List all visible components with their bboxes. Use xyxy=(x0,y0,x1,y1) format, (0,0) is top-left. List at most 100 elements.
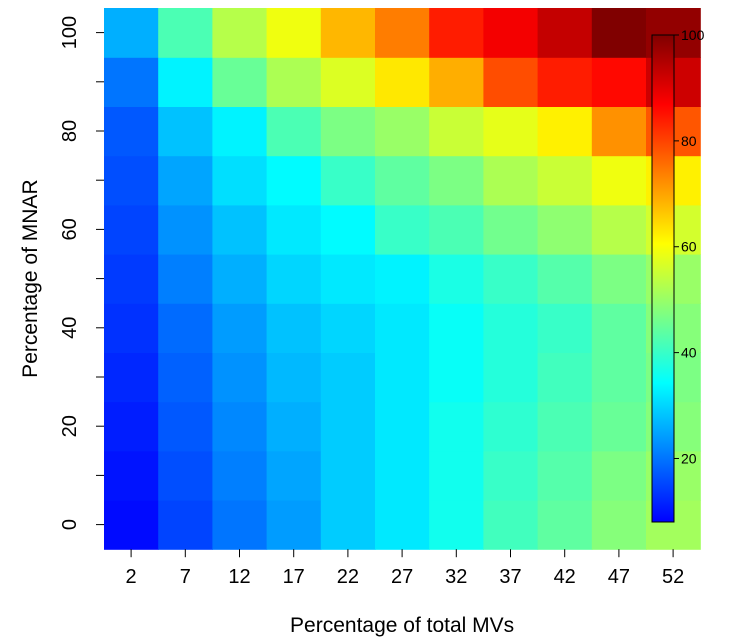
heatmap-cell xyxy=(483,106,539,157)
heatmap-cell xyxy=(104,500,159,550)
y-tick-label: 0 xyxy=(59,519,81,530)
heatmap-cell xyxy=(320,500,376,550)
heatmap-cell xyxy=(158,254,213,304)
heatmap-cell xyxy=(320,352,376,403)
heatmap-cell xyxy=(266,352,322,403)
y-axis-title: Percentage of MNAR xyxy=(19,179,42,377)
heatmap-cell xyxy=(320,254,376,304)
color-scale-tick-label: 60 xyxy=(681,239,697,255)
heatmap-cell xyxy=(320,8,376,58)
heatmap-cell xyxy=(429,204,484,255)
heatmap-cell xyxy=(591,500,647,550)
heatmap-cell xyxy=(537,401,593,452)
color-scale-tick-label: 100 xyxy=(681,27,705,43)
x-tick-label: 52 xyxy=(662,566,684,588)
heatmap-cell xyxy=(212,57,268,107)
heatmap-cell xyxy=(375,254,430,304)
x-tick-label: 32 xyxy=(445,566,467,588)
heatmap-cell xyxy=(591,303,647,353)
x-tick-label: 22 xyxy=(337,566,359,588)
heatmap-cell xyxy=(537,352,593,403)
heatmap-cell xyxy=(212,106,268,157)
heatmap-cell xyxy=(483,57,539,107)
x-tick-label: 12 xyxy=(228,566,250,588)
heatmap-cell xyxy=(537,155,593,206)
heatmap-cell xyxy=(104,401,159,452)
heatmap-cell xyxy=(483,450,539,501)
heatmap-cell xyxy=(320,57,376,107)
heatmap-cell xyxy=(158,303,213,353)
heatmap-cell xyxy=(104,450,159,501)
color-scale-tick-label: 20 xyxy=(681,450,697,466)
heatmap-cell xyxy=(537,204,593,255)
heatmap-cell xyxy=(104,254,159,304)
heatmap-cell xyxy=(375,303,430,353)
heatmap-cell xyxy=(212,352,268,403)
heatmap-cell xyxy=(320,303,376,353)
heatmap-cell xyxy=(266,401,322,452)
heatmap-cell xyxy=(158,352,213,403)
heatmap-cell xyxy=(266,155,322,206)
heatmap-cell xyxy=(212,204,268,255)
heatmap-cell xyxy=(104,155,159,206)
heatmap-cell xyxy=(591,106,647,157)
heatmap-cell xyxy=(483,303,539,353)
heatmap-cell xyxy=(429,450,484,501)
x-axis-title: Percentage of total MVs xyxy=(290,614,514,637)
heatmap-cell xyxy=(375,450,430,501)
heatmap-cell xyxy=(591,204,647,255)
heatmap-cell xyxy=(158,450,213,501)
heatmap-cell xyxy=(320,204,376,255)
color-scale-tick-label: 80 xyxy=(681,133,697,149)
heatmap-cell xyxy=(483,254,539,304)
heatmap-cell xyxy=(591,450,647,501)
heatmap-cell xyxy=(429,500,484,550)
heatmap-cell xyxy=(483,155,539,206)
heatmap-cell xyxy=(266,204,322,255)
heatmap-cell xyxy=(158,500,213,550)
heatmap-cell xyxy=(537,106,593,157)
heatmap-cell xyxy=(591,155,647,206)
heatmap-cell xyxy=(212,303,268,353)
x-tick-label: 17 xyxy=(283,566,305,588)
heatmap-cell xyxy=(537,303,593,353)
heatmap-cell xyxy=(158,204,213,255)
color-scale-tick-label: 40 xyxy=(681,345,697,361)
heatmap-cell xyxy=(375,352,430,403)
heatmap-cell xyxy=(429,352,484,403)
heatmap-cell xyxy=(375,106,430,157)
heatmap-cell xyxy=(158,401,213,452)
heatmap-cell xyxy=(375,401,430,452)
heatmap-cell xyxy=(266,450,322,501)
x-tick-label: 7 xyxy=(180,566,191,588)
heatmap-cell xyxy=(429,57,484,107)
heatmap-cell xyxy=(537,57,593,107)
heatmap-cell xyxy=(483,8,539,58)
heatmap-cell xyxy=(375,500,430,550)
heatmap-cell xyxy=(429,106,484,157)
heatmap-cell xyxy=(320,155,376,206)
heatmap-cell xyxy=(429,155,484,206)
heatmap-cell xyxy=(104,303,159,353)
heatmap-cell xyxy=(429,303,484,353)
heatmap-cell xyxy=(591,352,647,403)
x-tick-label: 37 xyxy=(499,566,521,588)
heatmap-cell xyxy=(212,155,268,206)
x-axis: 2 7 12 17 22 27 32 37 42 47 52 xyxy=(126,549,684,588)
heatmap-cell xyxy=(158,8,213,58)
heatmap-cell xyxy=(375,155,430,206)
heatmap-cell xyxy=(158,57,213,107)
heatmap-cell xyxy=(266,303,322,353)
heatmap-cell xyxy=(537,8,593,58)
x-tick-label: 47 xyxy=(608,566,630,588)
heatmap-cell xyxy=(266,8,322,58)
heatmap-cell xyxy=(591,254,647,304)
heatmap-cell xyxy=(104,57,159,107)
heatmap-cell xyxy=(320,450,376,501)
heatmap-cell xyxy=(591,8,647,58)
x-tick-label: 27 xyxy=(391,566,413,588)
heatmap-cell xyxy=(591,401,647,452)
color-scale-legend: 20 40 60 80 100 xyxy=(651,27,705,523)
x-tick-label: 42 xyxy=(554,566,576,588)
heatmap-cell xyxy=(266,106,322,157)
